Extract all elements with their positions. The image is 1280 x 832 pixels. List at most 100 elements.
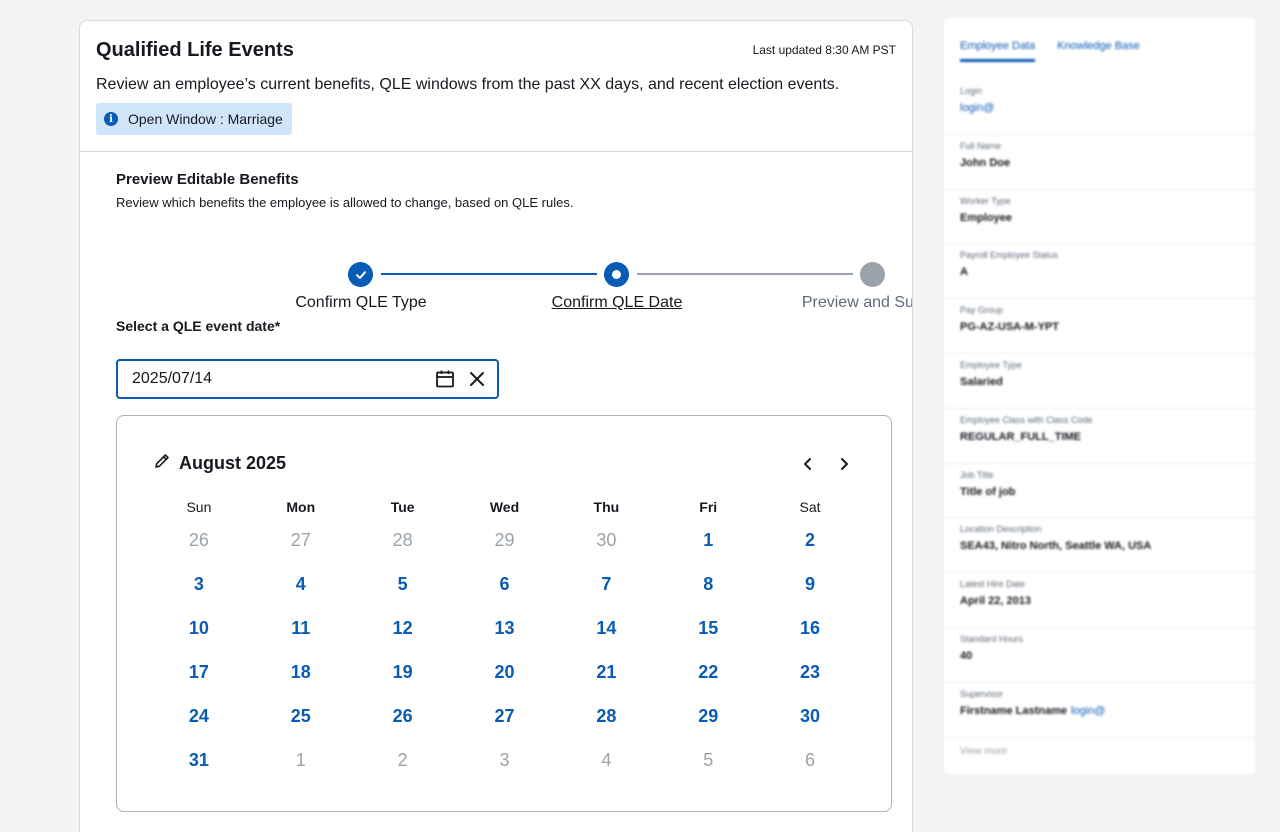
employee-field-value: login@ xyxy=(960,102,1239,114)
employee-field-value: April 22, 2013 xyxy=(960,595,1239,607)
employee-fields-list: Login login@ Full Name John Doe Worker Type E… xyxy=(944,80,1255,738)
calendar-day[interactable]: 31 xyxy=(188,749,209,770)
calendar-day[interactable]: 1 xyxy=(703,529,714,550)
calendar-day[interactable]: 13 xyxy=(494,617,515,638)
employee-side-panel: Employee Data Knowledge Base Login login@… xyxy=(944,18,1255,774)
employee-field-label: Full Name xyxy=(960,140,1002,151)
calendar-day[interactable]: 21 xyxy=(596,661,617,682)
qle-date-input[interactable]: 2025/07/14 xyxy=(116,359,499,399)
calendar-day-outside-month: 26 xyxy=(188,529,209,550)
employee-field-value: Title of job xyxy=(960,486,1239,498)
calendar-day[interactable]: 29 xyxy=(698,705,719,726)
calendar-day[interactable]: 11 xyxy=(291,617,311,638)
employee-field-label: Worker Type xyxy=(960,195,1011,206)
calendar-day-outside-month: 6 xyxy=(805,749,816,770)
chevron-right-icon xyxy=(841,458,848,470)
calendar-day[interactable]: 17 xyxy=(188,661,209,682)
calendar-day[interactable]: 30 xyxy=(800,705,821,726)
previous-month-button[interactable] xyxy=(796,452,820,476)
employee-field-text: REGULAR_FULL_TIME xyxy=(960,430,1081,443)
employee-field-text: 40 xyxy=(960,649,973,662)
calendar-week-row: 24 25 26 27 28 29 30 xyxy=(148,694,861,738)
employee-field-value: Salaried xyxy=(960,376,1239,388)
calendar-day[interactable]: 28 xyxy=(596,705,617,726)
calendar-day[interactable]: 8 xyxy=(703,573,714,594)
calendar-day[interactable]: 2 xyxy=(805,529,816,550)
weekday-label: Mon xyxy=(286,499,316,515)
employee-field-text: April 22, 2013 xyxy=(960,595,1031,608)
employee-field-text: PG-AZ-USA-M-YPT xyxy=(960,321,1059,334)
employee-field: Payroll Employee Status A xyxy=(944,244,1255,300)
calendar-day[interactable]: 4 xyxy=(295,573,306,594)
calendar-day[interactable]: 19 xyxy=(392,661,413,682)
calendar-day[interactable]: 15 xyxy=(698,617,719,638)
calendar-day[interactable]: 23 xyxy=(800,661,821,682)
employee-field-text: John Doe xyxy=(960,156,1011,169)
calendar-day[interactable]: 22 xyxy=(698,661,719,682)
calendar-day[interactable]: 10 xyxy=(188,617,209,638)
employee-field-value: Firstname Lastname login@ xyxy=(960,705,1239,717)
preview-section: Preview Editable Benefits Review which b… xyxy=(116,171,896,210)
employee-field-link[interactable]: login@ xyxy=(960,102,995,114)
step-label-confirm-qle-type[interactable]: Confirm QLE Type xyxy=(295,294,427,311)
calendar-day[interactable]: 7 xyxy=(601,573,612,594)
weekday-label: Wed xyxy=(489,499,520,515)
weekday-header-row: Sun Mon Tue Wed Thu Fri Sat xyxy=(148,496,861,518)
calendar-day-outside-month: 27 xyxy=(290,529,311,550)
calendar-day[interactable]: 18 xyxy=(290,661,311,682)
calendar-day-outside-month: 3 xyxy=(499,749,510,770)
calendar-day[interactable]: 20 xyxy=(494,661,515,682)
next-month-button[interactable] xyxy=(832,452,856,476)
employee-field-link[interactable]: login@ xyxy=(1070,704,1106,717)
tab-knowledge-base[interactable]: Knowledge Base xyxy=(1057,40,1140,52)
calendar-day[interactable]: 16 xyxy=(800,617,821,638)
step-label-confirm-qle-date[interactable]: Confirm QLE Date xyxy=(551,294,683,311)
calendar-day[interactable]: 9 xyxy=(805,573,816,594)
section-description: Review which benefits the employee is al… xyxy=(116,195,574,210)
calendar-day-outside-month: 30 xyxy=(596,529,617,550)
tab-employee-data[interactable]: Employee Data xyxy=(960,40,1036,62)
date-input-value[interactable]: 2025/07/14 xyxy=(132,370,213,387)
last-updated-text: Last updated 8:30 AM PST xyxy=(752,43,896,57)
calendar-day-outside-month: 28 xyxy=(392,529,413,550)
employee-field-label: Pay Group xyxy=(960,305,1004,316)
calendar-day[interactable]: 27 xyxy=(494,705,515,726)
step-label-preview-submit: Preview and Submit xyxy=(801,294,912,311)
calendar-day[interactable]: 24 xyxy=(188,705,209,726)
view-more-link[interactable]: View more xyxy=(960,746,1008,757)
calendar-day[interactable]: 25 xyxy=(290,705,311,726)
calendar-day-outside-month: 5 xyxy=(703,749,714,770)
employee-field-value: REGULAR_FULL_TIME xyxy=(960,431,1239,443)
calendar-icon[interactable] xyxy=(429,363,461,395)
calendar-header: August 2025 xyxy=(153,452,286,475)
employee-field-value: SEA43, Nitro North, Seattle WA, USA xyxy=(960,540,1239,552)
employee-field-label: Job Title xyxy=(960,469,994,480)
calendar-day-outside-month: 29 xyxy=(494,529,515,550)
calendar-day[interactable]: 14 xyxy=(596,617,617,638)
employee-field: Latest Hire Date April 22, 2013 xyxy=(944,573,1255,628)
pencil-icon[interactable] xyxy=(153,452,171,475)
employee-field-label: Latest Hire Date xyxy=(960,579,1026,590)
calendar-week-row: 10 11 12 13 14 15 16 xyxy=(148,606,861,650)
step-upcoming-icon xyxy=(860,262,885,287)
employee-field: Supervisor Firstname Lastname login@ xyxy=(944,683,1255,738)
step-current-icon xyxy=(604,262,629,287)
employee-field: Job Title Title of job xyxy=(944,464,1255,519)
employee-field-value: Employee xyxy=(960,212,1239,224)
calendar-day[interactable]: 3 xyxy=(193,573,204,594)
weekday-label: Fri xyxy=(699,499,718,515)
employee-field-text: A xyxy=(960,266,968,279)
calendar-day-outside-month: 2 xyxy=(397,749,408,770)
calendar-day[interactable]: 6 xyxy=(499,573,510,594)
card-header: Qualified Life Events Last updated 8:30 … xyxy=(80,21,912,152)
calendar-day[interactable]: 26 xyxy=(392,705,413,726)
chevron-left-icon xyxy=(804,458,811,470)
calendar-day[interactable]: 5 xyxy=(397,573,408,594)
progress-stepper: Confirm QLE Type Confirm QLE Date Previe… xyxy=(159,241,912,311)
clear-icon[interactable] xyxy=(461,363,493,395)
employee-field: Login login@ xyxy=(944,80,1255,135)
calendar-day[interactable]: 12 xyxy=(392,617,413,638)
calendar-week-row: 3 4 5 6 7 8 9 xyxy=(148,562,861,606)
employee-field: Standard Hours 40 xyxy=(944,628,1255,683)
employee-field-label: Location Description xyxy=(960,524,1042,535)
